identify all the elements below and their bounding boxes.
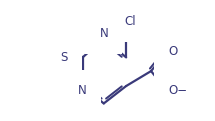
Text: Cl: Cl xyxy=(124,15,136,28)
Text: S: S xyxy=(60,51,68,64)
Text: O−: O− xyxy=(169,84,188,98)
Text: O: O xyxy=(169,45,178,58)
Text: N: N xyxy=(78,84,87,98)
Text: N: N xyxy=(99,27,108,40)
